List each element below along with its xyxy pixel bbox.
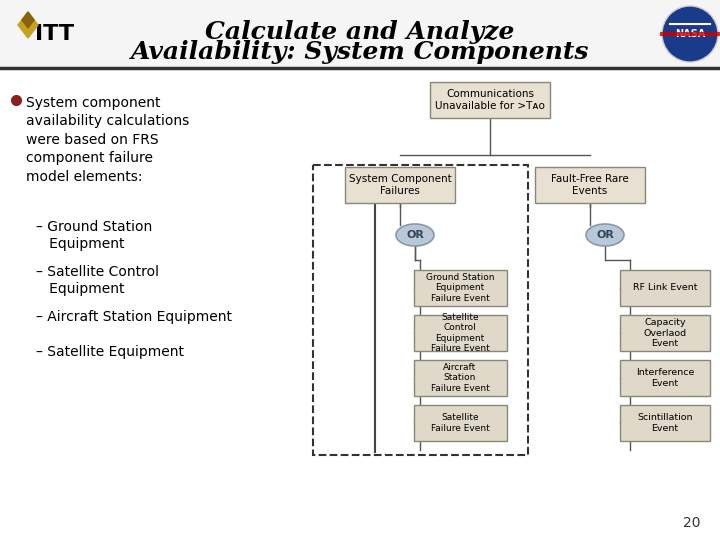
Text: – Satellite Equipment: – Satellite Equipment xyxy=(36,345,184,359)
FancyBboxPatch shape xyxy=(413,405,506,441)
Text: – Ground Station
   Equipment: – Ground Station Equipment xyxy=(36,220,152,251)
Text: RF Link Event: RF Link Event xyxy=(633,284,697,293)
Text: System Component
Failures: System Component Failures xyxy=(348,174,451,196)
Bar xyxy=(0,0,720,68)
Text: Satellite
Control
Equipment
Failure Event: Satellite Control Equipment Failure Even… xyxy=(431,313,490,353)
FancyBboxPatch shape xyxy=(413,315,506,351)
FancyBboxPatch shape xyxy=(620,405,710,441)
Ellipse shape xyxy=(396,224,434,246)
Text: Scintillation
Event: Scintillation Event xyxy=(637,413,693,433)
Text: – Aircraft Station Equipment: – Aircraft Station Equipment xyxy=(36,310,232,324)
FancyBboxPatch shape xyxy=(345,167,455,203)
FancyBboxPatch shape xyxy=(620,315,710,351)
Text: Fault-Free Rare
Events: Fault-Free Rare Events xyxy=(551,174,629,196)
Text: Capacity
Overlaod
Event: Capacity Overlaod Event xyxy=(644,318,687,348)
Ellipse shape xyxy=(586,224,624,246)
Text: Availability: System Components: Availability: System Components xyxy=(131,40,589,64)
Polygon shape xyxy=(22,12,34,28)
FancyBboxPatch shape xyxy=(413,270,506,306)
FancyBboxPatch shape xyxy=(535,167,645,203)
Text: Ground Station
Equipment
Failure Event: Ground Station Equipment Failure Event xyxy=(426,273,494,303)
Polygon shape xyxy=(18,12,38,38)
Text: 20: 20 xyxy=(683,516,700,530)
Text: NASA: NASA xyxy=(675,29,705,39)
FancyBboxPatch shape xyxy=(620,360,710,396)
Text: Communications
Unavailable for >Tᴀᴏ: Communications Unavailable for >Tᴀᴏ xyxy=(435,89,545,111)
Text: Interference
Event: Interference Event xyxy=(636,368,694,388)
Text: ITT: ITT xyxy=(35,24,75,44)
Text: Calculate and Analyze: Calculate and Analyze xyxy=(205,20,515,44)
Text: Satellite
Failure Event: Satellite Failure Event xyxy=(431,413,490,433)
FancyBboxPatch shape xyxy=(430,82,550,118)
FancyBboxPatch shape xyxy=(413,360,506,396)
Text: OR: OR xyxy=(406,230,424,240)
Text: – Satellite Control
   Equipment: – Satellite Control Equipment xyxy=(36,265,159,296)
FancyBboxPatch shape xyxy=(620,270,710,306)
Text: OR: OR xyxy=(596,230,614,240)
Text: Aircraft
Station
Failure Event: Aircraft Station Failure Event xyxy=(431,363,490,393)
Text: System component
availability calculations
were based on FRS
component failure
m: System component availability calculatio… xyxy=(26,96,189,184)
Circle shape xyxy=(662,6,718,62)
